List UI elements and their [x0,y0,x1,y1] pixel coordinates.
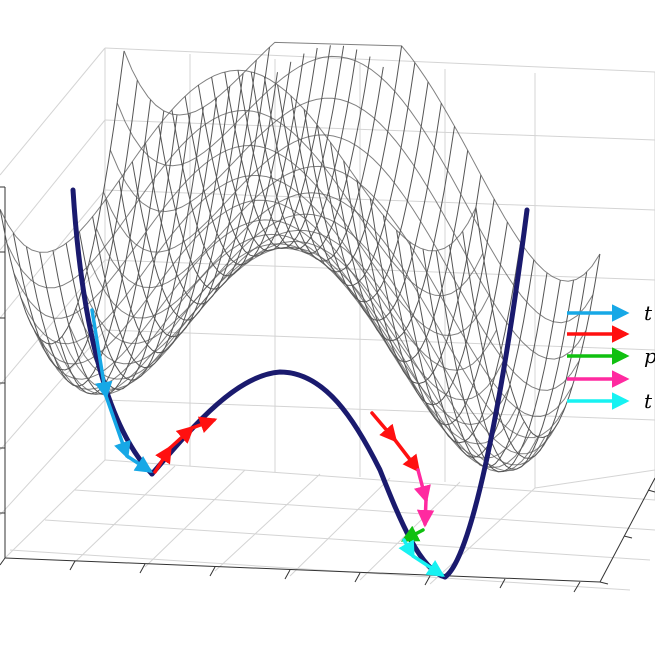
mesh-line [96,165,573,418]
blue-arrows [90,308,153,473]
mesh-line [475,207,601,439]
mesh-line [13,144,491,337]
legend-item-5: t [567,389,653,413]
axes-grid [0,47,655,591]
cyan-arrows [398,538,445,577]
left-wall-path [70,187,155,477]
mesh-line [34,219,511,426]
y-axis-ticks [599,489,655,585]
mesh-line [109,97,587,360]
mesh-line [263,66,384,262]
mesh-line [89,192,566,439]
axes-frame [0,186,655,593]
mesh-line [197,47,318,257]
mesh-line [54,247,532,469]
legend: t p t [567,301,655,413]
mesh-line [123,41,601,282]
pink-arrows [413,468,435,528]
mesh-line [75,229,553,466]
mesh-line [158,72,278,290]
mesh-line [237,49,358,250]
legend-label-5: t [644,389,653,413]
path-arrows [90,308,445,577]
mesh-line [27,199,504,401]
mesh-line [68,240,546,472]
legend-item-3: p [567,344,655,368]
mesh-line [61,246,539,473]
red-arrows-right [370,411,421,473]
mesh-line [82,213,560,455]
z-axis-ticks [0,186,5,514]
green-arrow [400,525,425,542]
legend-label-1: t [644,301,653,325]
mesh-line [102,134,580,391]
right-wall-path [442,207,530,580]
legend-label-3: p [644,344,655,368]
mesh-line [116,55,594,324]
x-axis-ticks [0,557,581,593]
mesh-line [6,109,484,297]
legend-item-1: t [567,301,653,325]
red-arrows-left [153,416,218,474]
mesh-line [92,97,218,369]
mesh-line [0,69,477,253]
